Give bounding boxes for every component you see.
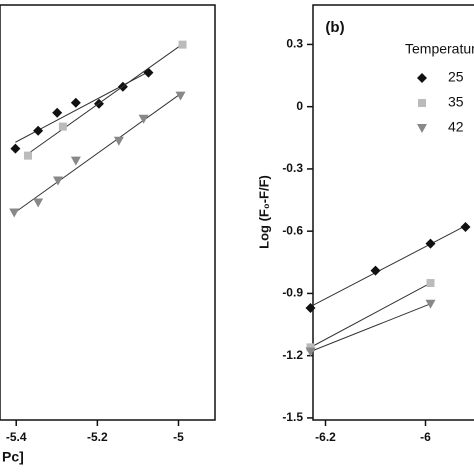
marker [178, 40, 187, 49]
marker [370, 265, 381, 276]
marker [33, 125, 44, 136]
fit-line [27, 43, 183, 155]
marker [70, 156, 81, 166]
marker [305, 347, 316, 357]
marker [53, 176, 64, 186]
y-tick-label: -1.2 [282, 348, 303, 362]
legend-label: 35 [448, 94, 464, 110]
legend-label: 42 [448, 119, 464, 135]
marker [10, 143, 21, 154]
panel-label: (b) [325, 19, 344, 36]
y-axis-label: Log (F₀-F/F) [256, 175, 271, 249]
marker [138, 114, 149, 124]
x-tick-label: -5.4 [6, 430, 27, 444]
fit-line [310, 225, 466, 308]
marker [52, 107, 63, 118]
marker [113, 136, 124, 146]
x-tick-label: -6.2 [315, 430, 336, 444]
fit-line [310, 282, 431, 348]
x-axis-label: Pc] [2, 449, 24, 465]
marker [460, 222, 471, 233]
x-tick-label: -5.2 [87, 430, 108, 444]
marker [425, 238, 436, 249]
y-tick-label: -0.3 [282, 161, 303, 175]
y-tick-label: -0.6 [282, 223, 303, 237]
fit-line [13, 93, 181, 214]
marker [175, 91, 186, 101]
marker [58, 122, 67, 131]
marker [425, 299, 436, 309]
plot-frame [0, 4, 216, 421]
marker [305, 302, 316, 313]
marker [426, 279, 435, 288]
legend-marker [418, 99, 426, 107]
plot-frame [312, 4, 474, 421]
y-tick-label: -1.5 [282, 410, 303, 424]
x-tick-label: -5 [173, 430, 184, 444]
legend-marker [417, 124, 427, 133]
y-tick-label: 0.3 [286, 37, 303, 51]
legend-label: 25 [448, 69, 464, 85]
x-tick-label: -6 [420, 430, 431, 444]
fit-line [310, 303, 431, 352]
legend-marker [417, 73, 427, 83]
y-tick-label: 0 [296, 99, 303, 113]
marker [70, 97, 81, 108]
marker [23, 151, 32, 160]
marker [33, 198, 44, 208]
marker [306, 343, 315, 352]
marker [143, 67, 154, 78]
marker [9, 208, 20, 218]
y-tick-label: -0.9 [282, 286, 303, 300]
legend-title: Temperature [405, 41, 474, 57]
